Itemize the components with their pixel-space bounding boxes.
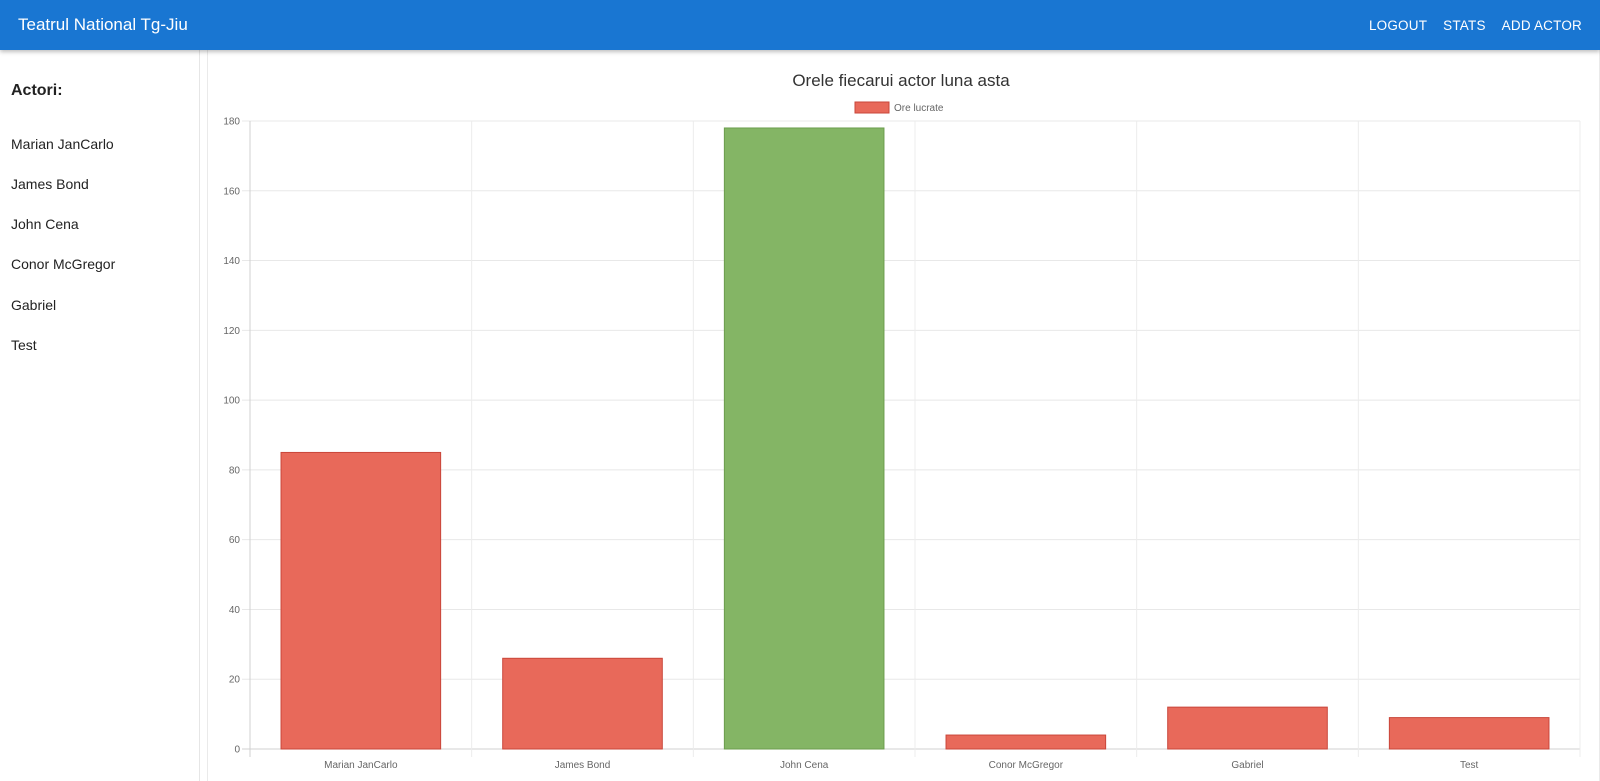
actor-item[interactable]: James Bond xyxy=(11,176,89,192)
y-tick-label: 40 xyxy=(229,605,241,616)
chart-grid xyxy=(242,120,1581,757)
y-tick-label: 120 xyxy=(223,326,240,337)
bar[interactable] xyxy=(945,734,1107,750)
chart-legend[interactable]: Ore lucrate xyxy=(854,101,944,114)
y-axis: 0 20 40 60 80 100 120 140 160 180 xyxy=(223,117,240,756)
x-tick-label: Test xyxy=(1460,760,1479,771)
y-tick-label: 100 xyxy=(223,396,240,407)
actor-item[interactable]: Marian JanCarlo xyxy=(11,136,114,152)
y-tick-label: 80 xyxy=(229,465,241,476)
y-tick-label: 20 xyxy=(229,675,241,686)
add-actor-button[interactable]: ADD ACTOR xyxy=(1501,17,1582,33)
x-tick-label: John Cena xyxy=(780,760,829,771)
chart-title: Orele fiecarui actor luna asta xyxy=(792,71,1010,90)
bar[interactable] xyxy=(502,657,663,750)
y-tick-label: 60 xyxy=(229,535,241,546)
bar[interactable] xyxy=(1388,717,1550,750)
x-tick-label: Conor McGregor xyxy=(989,760,1064,771)
legend-swatch xyxy=(854,101,890,114)
x-tick-label: Gabriel xyxy=(1231,760,1263,771)
app-bar: Teatrul National Tg-Jiu LOGOUT STATS ADD… xyxy=(0,0,1600,50)
y-tick-label: 0 xyxy=(234,745,240,756)
x-axis: Marian JanCarlo James Bond John Cena Conor … xyxy=(324,760,1478,771)
x-tick-label: Marian JanCarlo xyxy=(324,760,398,771)
bar[interactable] xyxy=(280,451,442,750)
actor-item[interactable]: Conor McGregor xyxy=(11,256,116,272)
actor-item[interactable]: Gabriel xyxy=(11,297,57,313)
bar[interactable] xyxy=(1167,706,1328,750)
actor-item[interactable]: Test xyxy=(11,337,37,353)
x-tick-label: James Bond xyxy=(555,760,611,771)
bars xyxy=(280,127,1550,750)
stats-button[interactable]: STATS xyxy=(1443,17,1486,33)
legend-label: Ore lucrate xyxy=(894,103,944,114)
app-title: Teatrul National Tg-Jiu xyxy=(18,15,188,34)
nav-menu: LOGOUT STATS ADD ACTOR xyxy=(1353,18,1582,33)
sidebar-heading: Actori: xyxy=(11,82,63,99)
actors-sidebar: Actori: Marian JanCarlo James Bond John … xyxy=(0,50,200,781)
bar[interactable] xyxy=(723,127,885,750)
logout-button[interactable]: LOGOUT xyxy=(1368,17,1428,33)
y-tick-label: 160 xyxy=(223,186,240,197)
actor-item[interactable]: John Cena xyxy=(11,216,79,232)
y-tick-label: 140 xyxy=(223,256,240,267)
y-tick-label: 180 xyxy=(223,117,240,128)
